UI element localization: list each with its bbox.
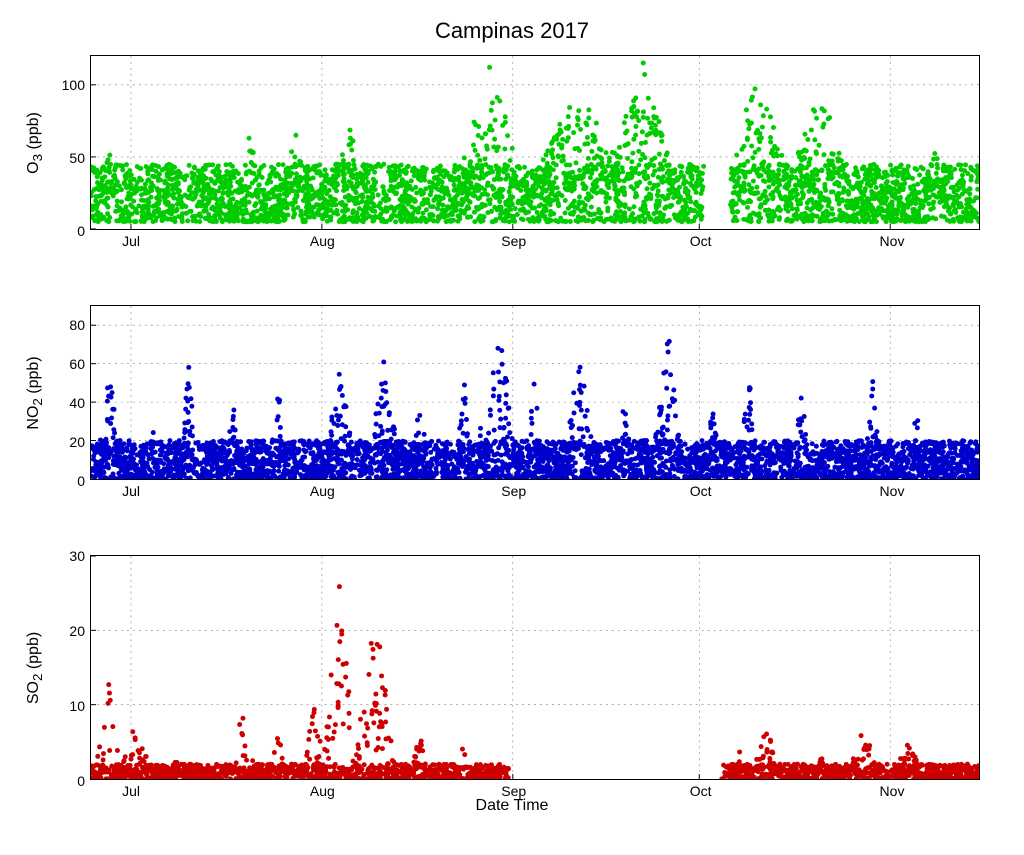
no2-ytick-label: 0 — [45, 473, 91, 489]
so2-xtick-label: Oct — [676, 779, 726, 799]
o3-ytick-label: 50 — [45, 150, 91, 166]
o3-ylabel: O3 (ppb) — [25, 112, 45, 174]
x-axis-label: Date Time — [0, 797, 1024, 815]
so2-xtick-label: Aug — [297, 779, 347, 799]
no2-ytick-label: 80 — [45, 317, 91, 333]
so2-ylabel: SO2 (ppb) — [25, 631, 45, 703]
so2-ytick-label: 10 — [45, 698, 91, 714]
no2-xtick-label: Sep — [489, 479, 539, 499]
o3-xtick-label: Aug — [297, 229, 347, 249]
figure: Campinas 2017 Date Time 050100JulAugSepO… — [0, 0, 1024, 855]
no2-ytick-label: 40 — [45, 395, 91, 411]
no2-xtick-label: Aug — [297, 479, 347, 499]
no2-ytick-label: 60 — [45, 356, 91, 372]
o3-ytick-label: 100 — [45, 77, 91, 93]
no2-scatter — [91, 306, 979, 479]
no2-ylabel: NO2 (ppb) — [25, 356, 45, 429]
so2-xtick-label: Nov — [867, 779, 917, 799]
so2-ytick-label: 20 — [45, 623, 91, 639]
no2-plot: 020406080JulAugSepOctNov — [90, 305, 980, 480]
no2-xtick-label: Jul — [106, 479, 156, 499]
o3-scatter — [91, 56, 979, 229]
o3-ytick-label: 0 — [45, 223, 91, 239]
so2-ytick-label: 30 — [45, 548, 91, 564]
o3-xtick-label: Oct — [676, 229, 726, 249]
o3-xtick-label: Nov — [867, 229, 917, 249]
so2-plot: 0102030JulAugSepOctNov — [90, 555, 980, 780]
so2-scatter — [91, 556, 979, 779]
so2-xtick-label: Jul — [106, 779, 156, 799]
figure-title: Campinas 2017 — [0, 18, 1024, 44]
no2-ytick-label: 20 — [45, 434, 91, 450]
no2-xtick-label: Oct — [676, 479, 726, 499]
so2-xtick-label: Sep — [489, 779, 539, 799]
no2-xtick-label: Nov — [867, 479, 917, 499]
o3-xtick-label: Sep — [489, 229, 539, 249]
so2-ytick-label: 0 — [45, 773, 91, 789]
o3-xtick-label: Jul — [106, 229, 156, 249]
o3-plot: 050100JulAugSepOctNov — [90, 55, 980, 230]
